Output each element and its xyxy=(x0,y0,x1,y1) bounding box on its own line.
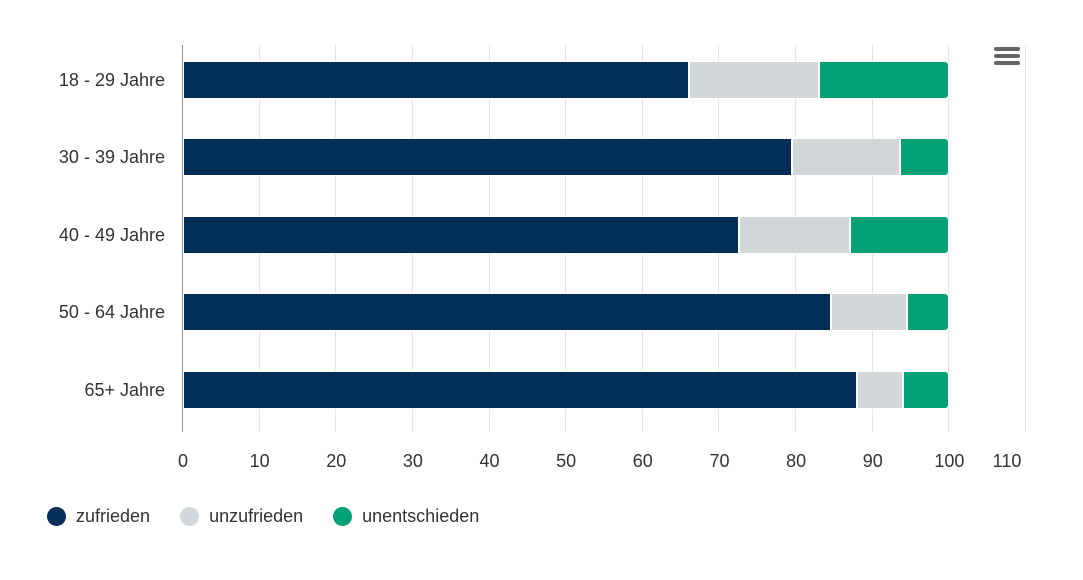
bar-segment-zufrieden[interactable] xyxy=(183,293,831,332)
legend-item-unentschieden[interactable]: unentschieden xyxy=(333,504,479,528)
legend-label: unzufrieden xyxy=(209,506,304,526)
legend-marker-icon xyxy=(333,506,353,526)
value-axis-label-30: 30 xyxy=(402,451,423,471)
bar-segment-unentschieden[interactable] xyxy=(819,61,950,99)
bar-row-2 xyxy=(183,215,1026,254)
bar-segment-zufrieden[interactable] xyxy=(183,215,739,254)
legend-marker-icon xyxy=(47,506,66,526)
value-axis-label-0: 0 xyxy=(177,451,189,471)
bar-segment-unentschieden[interactable] xyxy=(903,370,950,409)
category-label-4: 65+ Jahre xyxy=(84,379,165,400)
hamburger-icon xyxy=(994,47,1022,65)
bar-segment-unentschieden[interactable] xyxy=(907,293,950,332)
category-label-1: 30 - 39 Jahre xyxy=(58,147,165,168)
bar-segment-zufrieden[interactable] xyxy=(183,370,858,409)
bar-segment-unzufrieden[interactable] xyxy=(738,215,850,254)
bar-segment-unzufrieden[interactable] xyxy=(792,138,900,177)
bar-segment-unentschieden[interactable] xyxy=(899,138,950,177)
category-label-0: 18 - 29 Jahre xyxy=(58,70,165,90)
category-label-3: 50 - 64 Jahre xyxy=(58,302,165,323)
legend-item-zufrieden[interactable]: zufrieden xyxy=(47,504,150,528)
value-axis-label-40: 40 xyxy=(479,451,500,471)
bar-segment-zufrieden[interactable] xyxy=(183,61,689,99)
gridline-110 xyxy=(1025,45,1026,432)
bar-row-4 xyxy=(183,370,1026,409)
value-axis-label-90: 90 xyxy=(862,451,883,471)
plot-area xyxy=(182,45,1026,432)
value-axis-label-70: 70 xyxy=(709,451,730,471)
chart-context-menu-button[interactable] xyxy=(992,42,1024,70)
legend-marker-icon xyxy=(180,506,200,526)
value-axis-label-80: 80 xyxy=(786,451,807,471)
legend-label: zufrieden xyxy=(76,506,151,526)
value-axis-label-10: 10 xyxy=(249,451,270,471)
category-label-2: 40 - 49 Jahre xyxy=(58,224,165,245)
value-axis-label-100: 100 xyxy=(934,451,965,471)
bar-row-3 xyxy=(183,293,1026,332)
bar-segment-unentschieden[interactable] xyxy=(849,215,950,254)
legend-label: unentschieden xyxy=(362,506,480,526)
legend: zufrieden unzufrieden unentschieden xyxy=(47,504,479,528)
bar-row-1 xyxy=(183,138,1026,177)
bar-segment-unzufrieden[interactable] xyxy=(830,293,908,332)
value-axis-label-20: 20 xyxy=(326,451,347,471)
bar-segment-zufrieden[interactable] xyxy=(183,138,793,177)
legend-item-unzufrieden[interactable]: unzufrieden xyxy=(180,504,303,528)
bar-segment-unzufrieden[interactable] xyxy=(688,61,820,99)
value-axis-label-50: 50 xyxy=(556,451,577,471)
category-axis-line xyxy=(182,45,183,432)
value-axis-label-60: 60 xyxy=(632,451,653,471)
bar-segment-unzufrieden[interactable] xyxy=(857,370,904,409)
value-axis-label-110: 110 xyxy=(992,451,1022,471)
bar-row-0 xyxy=(183,61,1026,99)
